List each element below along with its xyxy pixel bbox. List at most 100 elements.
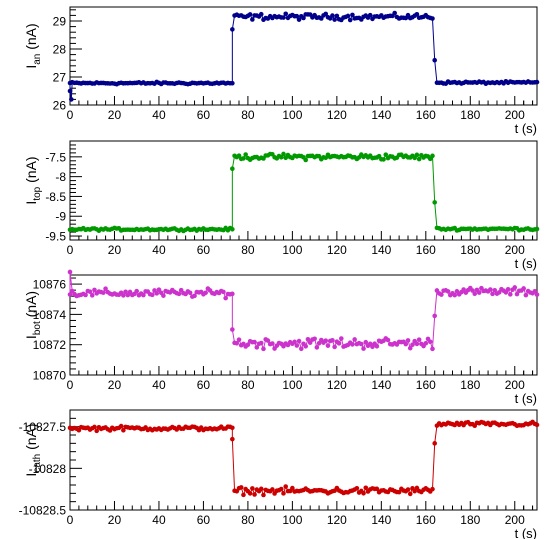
data-point	[241, 492, 246, 498]
y-axis-label: Itop (nA)	[23, 156, 43, 204]
x-tick-label: 200	[505, 243, 525, 257]
data-point	[323, 11, 329, 17]
x-tick-label: 160	[416, 513, 436, 527]
x-tick-label: 120	[327, 513, 347, 527]
x-tick-label: 40	[152, 243, 166, 257]
plot-frame	[69, 6, 538, 106]
data-point	[534, 226, 540, 232]
data-point	[230, 27, 235, 32]
data-point	[241, 156, 246, 161]
data-point	[236, 337, 242, 342]
data-point	[103, 286, 108, 292]
data-point	[521, 286, 526, 291]
data-point	[250, 17, 255, 22]
data-point	[350, 12, 355, 18]
data-point	[67, 88, 73, 94]
data-point	[254, 345, 260, 350]
data-point	[385, 337, 391, 343]
y-tick-label: 28	[53, 43, 67, 57]
data-point	[278, 155, 284, 160]
data-point	[430, 16, 435, 21]
data-point	[405, 487, 411, 492]
y-tick-label: -10828.5	[19, 504, 67, 518]
x-tick-label: 60	[197, 378, 211, 392]
y-tick-label: -8	[55, 170, 66, 184]
data-point	[258, 11, 264, 17]
data-point	[405, 338, 411, 343]
y-tick-label: 10876	[33, 278, 67, 292]
data-point	[432, 313, 438, 319]
x-axis-label: t (s)	[515, 526, 537, 539]
data-point	[83, 292, 88, 298]
data-point	[361, 346, 366, 351]
data-point	[281, 151, 286, 157]
x-tick-label: 0	[67, 243, 74, 257]
data-point	[247, 12, 253, 17]
data-point	[230, 291, 235, 297]
data-point	[281, 491, 286, 496]
y-tick-label: -10828	[29, 462, 67, 476]
x-tick-label: 180	[460, 108, 480, 122]
data-point	[176, 291, 182, 297]
data-point	[432, 200, 438, 205]
plot-frame	[69, 409, 538, 511]
data-point	[472, 291, 478, 296]
data-point	[452, 292, 458, 298]
x-tick-label: 20	[108, 243, 122, 257]
data-point	[523, 292, 529, 298]
data-point	[363, 485, 369, 491]
data-point	[223, 295, 228, 301]
data-point	[303, 157, 309, 163]
data-point	[192, 293, 197, 299]
x-tick-label: 180	[460, 243, 480, 257]
data-point	[250, 486, 255, 491]
data-point	[363, 339, 369, 345]
data-point	[270, 487, 275, 492]
x-axis-label: t (s)	[515, 121, 537, 136]
data-point	[281, 15, 286, 20]
x-tick-label: 0	[67, 378, 74, 392]
x-tick-label: 160	[416, 378, 436, 392]
x-tick-label: 120	[327, 108, 347, 122]
x-tick-label: 20	[108, 108, 122, 122]
x-axis-label: t (s)	[515, 391, 537, 406]
data-point	[332, 344, 337, 350]
data-point	[67, 292, 73, 297]
data-point	[374, 343, 380, 349]
data-point	[490, 291, 495, 297]
x-tick-label: 140	[371, 108, 391, 122]
data-point	[69, 97, 74, 102]
x-tick-label: 100	[282, 243, 302, 257]
x-tick-label: 120	[327, 378, 347, 392]
data-point	[330, 337, 335, 343]
data-point	[534, 79, 540, 85]
data-point	[350, 342, 355, 347]
data-point	[230, 80, 235, 86]
y-tick-label: -9	[55, 210, 66, 224]
data-point	[141, 292, 146, 298]
data-point	[476, 290, 482, 295]
data-point	[445, 289, 451, 294]
data-point	[439, 292, 444, 297]
data-point	[270, 341, 275, 346]
data-point	[534, 422, 540, 428]
y-axis-label: Ian (nA)	[23, 23, 43, 68]
data-point	[238, 485, 244, 490]
data-point	[352, 337, 357, 342]
data-point	[325, 343, 331, 348]
data-point	[374, 486, 380, 492]
data-point	[283, 11, 289, 17]
data-point	[416, 156, 422, 162]
data-point	[430, 346, 435, 352]
data-point	[265, 338, 271, 343]
x-tick-label: 180	[460, 513, 480, 527]
data-point	[134, 288, 140, 294]
x-tick-label: 80	[241, 243, 255, 257]
data-point	[392, 10, 397, 16]
x-tick-label: 200	[505, 108, 525, 122]
data-point	[414, 152, 420, 158]
data-point	[236, 153, 242, 158]
data-point	[532, 289, 538, 294]
